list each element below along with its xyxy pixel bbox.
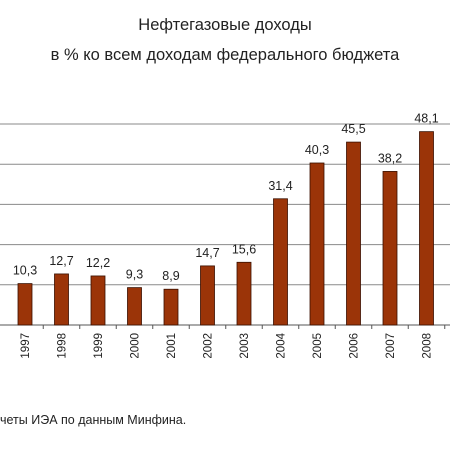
- x-tick-label: 1998: [57, 333, 69, 359]
- chart-subtitle: в % ко всем доходам федерального бюджета: [50, 46, 400, 64]
- data-label: 15,6: [232, 242, 256, 256]
- data-label: 40,3: [305, 143, 329, 157]
- data-label: 10,3: [13, 264, 37, 278]
- bar: [163, 288, 179, 326]
- bar: [346, 141, 361, 326]
- bar: [54, 273, 69, 326]
- x-tick-label: 2002: [203, 333, 215, 359]
- data-label: 31,4: [268, 179, 292, 193]
- x-tick-label: 2000: [130, 333, 142, 359]
- x-tick-label: 1997: [20, 333, 32, 359]
- bar: [273, 198, 288, 326]
- data-label: 9,3: [126, 268, 143, 282]
- data-label: 38,2: [378, 151, 402, 165]
- bar: [127, 287, 142, 326]
- data-label: 8,9: [162, 269, 179, 283]
- x-tick-label: 2006: [349, 333, 361, 359]
- bar: [382, 171, 398, 326]
- x-tick-label: 1999: [93, 333, 105, 359]
- x-tick-label: 2003: [239, 333, 251, 359]
- bar: [309, 162, 325, 326]
- source-note: четы ИЭА по данным Минфина.: [0, 413, 187, 427]
- data-label: 48,1: [414, 112, 438, 126]
- chart-title: Нефтегазовые доходы: [138, 16, 312, 34]
- data-label: 45,5: [341, 122, 365, 136]
- x-tick-label: 2004: [276, 332, 288, 358]
- x-tick-label: 2005: [312, 333, 324, 359]
- bar: [419, 131, 434, 326]
- x-tick-label: 2001: [166, 333, 178, 359]
- data-label: 12,2: [86, 256, 110, 270]
- data-label: 14,7: [195, 246, 219, 260]
- bar: [200, 265, 215, 326]
- data-label: 12,7: [49, 254, 73, 268]
- bar: [90, 275, 106, 326]
- bar: [236, 261, 252, 326]
- x-tick-label: 2007: [385, 333, 397, 359]
- x-tick-label: 2008: [422, 333, 434, 359]
- bar: [17, 283, 33, 326]
